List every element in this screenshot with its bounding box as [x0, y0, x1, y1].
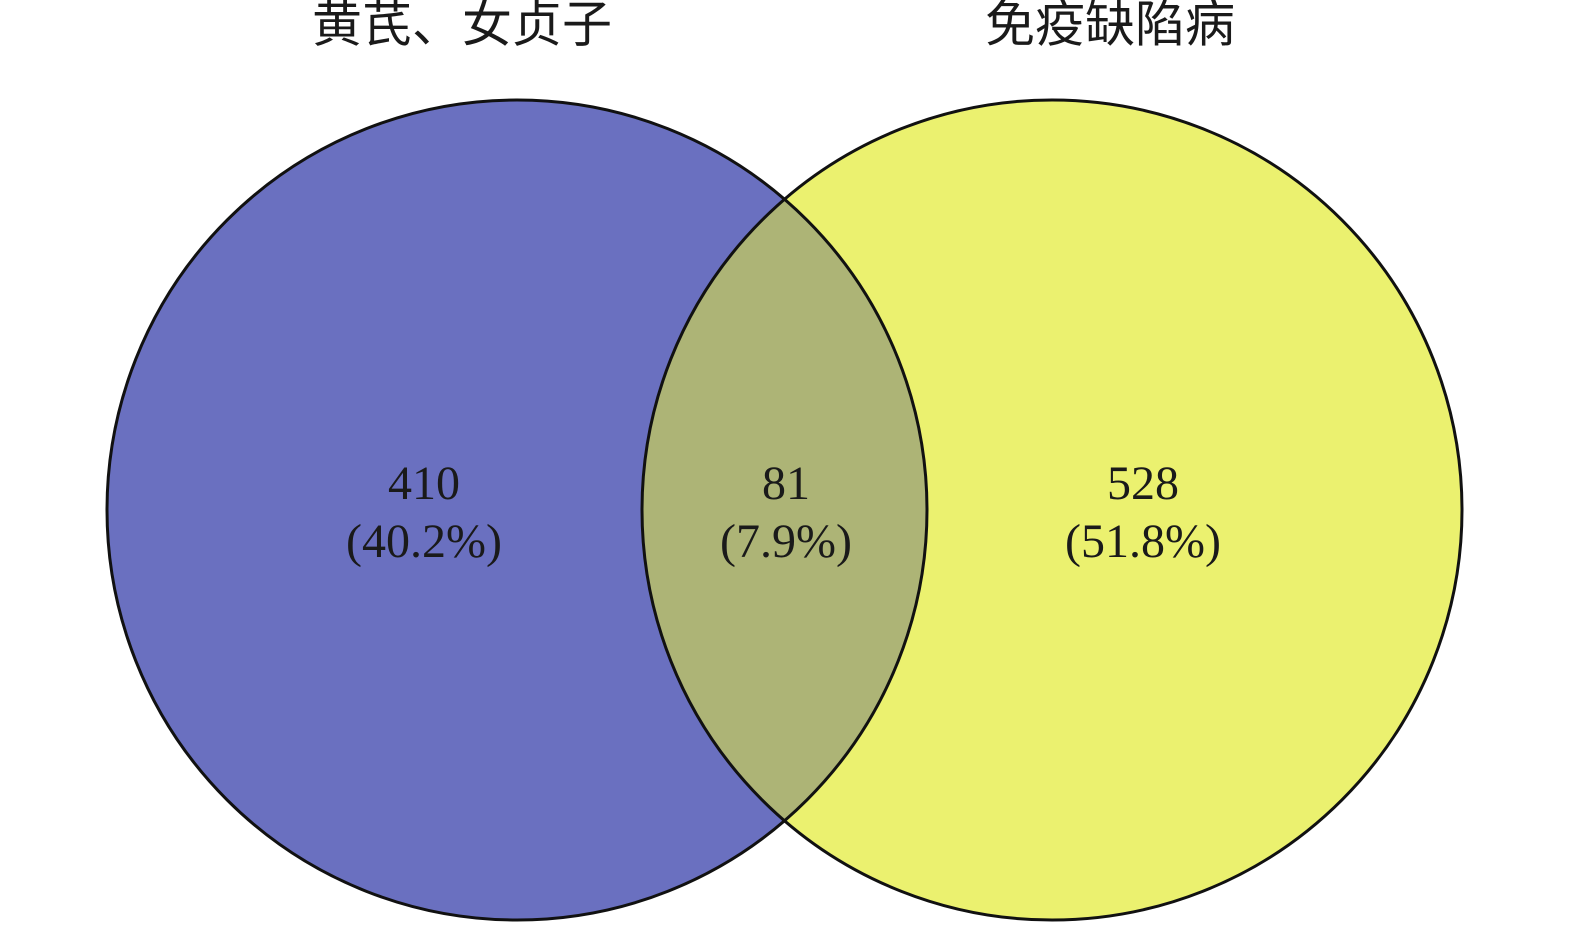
set-outline [640, 98, 1464, 922]
overlap-region [642, 199, 927, 821]
set-outline [105, 98, 929, 922]
set-title: 免疫缺陷病 [985, 0, 1235, 52]
region-percent: (40.2%) [346, 515, 502, 568]
region-percent: (51.8%) [1065, 515, 1221, 568]
region-percent: (7.9%) [720, 515, 852, 568]
region-count: 410 [388, 457, 460, 510]
region-count: 528 [1107, 457, 1179, 510]
region-count: 81 [762, 457, 810, 510]
set-title: 黄芪、女贞子 [312, 0, 612, 52]
